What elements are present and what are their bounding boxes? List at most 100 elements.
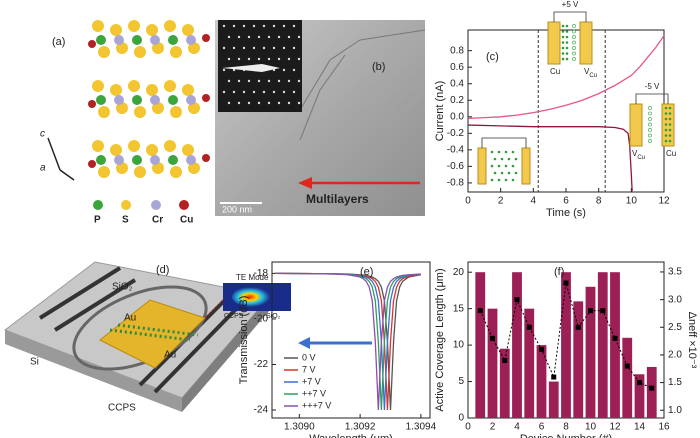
- ion: [668, 106, 672, 110]
- atom: [98, 46, 110, 58]
- vacancy: [572, 40, 576, 45]
- atom: [186, 155, 196, 165]
- ion: [668, 112, 672, 115]
- spot: [237, 35, 241, 39]
- atom: [96, 155, 106, 165]
- callout: [204, 299, 224, 319]
- spot: [287, 57, 291, 61]
- legend-label: Cr: [152, 215, 163, 226]
- ion: [490, 164, 494, 168]
- y-tick-label: -20: [254, 314, 269, 325]
- axis-arrow: [47, 137, 61, 171]
- bar: [548, 381, 559, 418]
- spot: [252, 90, 256, 94]
- atom: [182, 84, 194, 96]
- voltage-label: +5 V: [562, 0, 579, 9]
- atom: [92, 20, 104, 32]
- label-main: Cu: [666, 149, 676, 158]
- spot: [242, 46, 246, 50]
- spot: [232, 46, 236, 50]
- vacancy: [572, 29, 576, 34]
- electrode: [579, 21, 593, 65]
- x-tick-label: 10: [585, 422, 597, 433]
- ion: [514, 171, 518, 175]
- x-axis-label: Device Number (#): [520, 433, 612, 438]
- bar: [499, 348, 510, 418]
- atom: [96, 95, 106, 105]
- spot: [222, 90, 226, 94]
- ion: [565, 30, 569, 33]
- atom: [146, 24, 158, 36]
- atom: [110, 144, 122, 156]
- point: [600, 308, 606, 314]
- point: [514, 297, 520, 303]
- panel-label: (b): [372, 61, 385, 73]
- ion: [664, 106, 668, 110]
- spot: [247, 35, 251, 39]
- y-tick-label: 10: [453, 340, 465, 351]
- spot: [277, 35, 281, 39]
- atom: [182, 144, 194, 156]
- spot: [237, 101, 241, 105]
- x-axis-label: Time (s): [546, 207, 586, 219]
- diffraction-spots: [222, 24, 301, 105]
- spot: [272, 24, 276, 28]
- bar: [573, 301, 584, 418]
- point: [539, 346, 544, 352]
- vacancy: [648, 128, 652, 132]
- point: [612, 335, 618, 341]
- point: [477, 308, 483, 314]
- spot: [222, 68, 226, 72]
- point: [502, 357, 508, 363]
- atom: [150, 95, 160, 105]
- ion: [561, 30, 565, 33]
- atom: [88, 40, 96, 48]
- chart: 0 2 4 6 8 10 12 14 16 0 5 10 15 20 1.0 1.5 2.0 2.5 3.0 3.5 D…: [434, 261, 698, 438]
- y-tick-label: 0.0: [450, 111, 464, 122]
- arrowhead: [298, 177, 312, 189]
- y-tick-label: -0.6: [447, 161, 465, 172]
- x-tick-label: 0: [465, 422, 471, 433]
- legend-label: +7 V: [302, 376, 321, 386]
- ion: [493, 171, 497, 175]
- spot: [297, 101, 301, 105]
- chip-side: [5, 330, 182, 412]
- atom: [164, 80, 176, 92]
- y-tick-label: -22: [254, 359, 269, 370]
- bar: [524, 308, 535, 418]
- circuit: [635, 93, 669, 104]
- ion: [561, 46, 565, 50]
- legend-label: ++7 V: [302, 388, 326, 398]
- mode-profile: [232, 287, 272, 307]
- vacancy: [648, 133, 652, 138]
- atom: [134, 106, 146, 118]
- vacancy: [572, 57, 576, 61]
- spot: [287, 79, 291, 83]
- flake-edge: [299, 29, 426, 141]
- atom: [88, 100, 96, 108]
- legend-swatch: [93, 200, 103, 210]
- ion: [668, 123, 672, 126]
- spot: [292, 46, 296, 50]
- x-tick-label: 1.3092: [345, 422, 376, 433]
- atom: [114, 155, 124, 165]
- ion: [504, 150, 508, 154]
- spot: [262, 90, 266, 94]
- y2-axis-label: Δneff ×10⁻³: [686, 312, 698, 369]
- spot: [272, 90, 276, 94]
- atom: [168, 95, 178, 105]
- ion: [561, 35, 565, 39]
- y2-tick-label: 3.0: [668, 294, 682, 305]
- bar: [622, 337, 633, 418]
- vacancy: [572, 51, 576, 56]
- series-line: [479, 282, 652, 389]
- ion: [561, 24, 565, 28]
- atom: [110, 84, 122, 96]
- ion: [500, 171, 504, 175]
- point: [637, 380, 642, 386]
- panel-b: Multilayers 200 nm (b): [215, 20, 426, 216]
- legend-label: Cu: [180, 215, 193, 226]
- spot: [282, 90, 286, 94]
- atom: [170, 166, 182, 178]
- spot: [247, 79, 251, 83]
